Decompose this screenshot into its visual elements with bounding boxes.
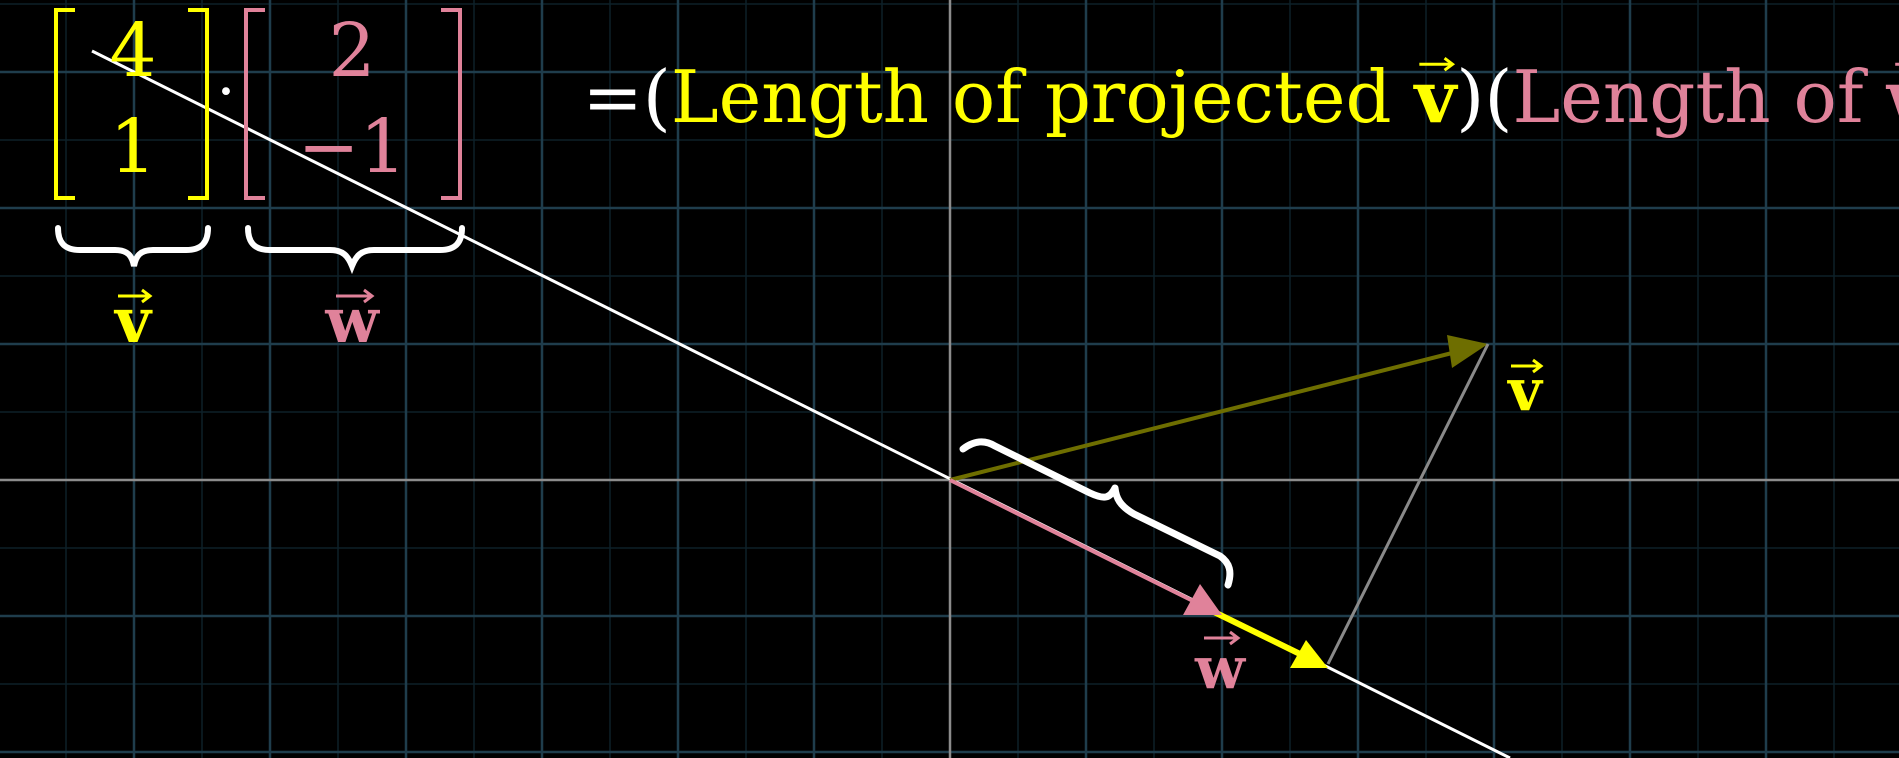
curly-brace-icon <box>959 438 1234 589</box>
curly-brace-icon <box>55 225 211 267</box>
vector-arrow-icon <box>1447 335 1488 368</box>
matrix-w: 2 −1 <box>244 8 462 200</box>
svg-text:w: w <box>1194 634 1247 702</box>
vector-w <box>949 478 1222 615</box>
matrix-w-left-bracket <box>244 8 265 200</box>
matrix-v-top: 4 <box>109 8 156 94</box>
brace-label-v: v <box>113 284 153 357</box>
dot-operator: · <box>216 57 235 127</box>
matrix-v-bottom: 1 <box>109 104 156 190</box>
vector-arrow-icon <box>1183 584 1222 615</box>
matrix-w-bottom: −1 <box>297 104 406 190</box>
plane-label-w: w <box>1194 630 1247 702</box>
matrix-v: 4 1 <box>54 8 209 200</box>
projected-v <box>1208 607 1328 668</box>
drop-perpendicular <box>1326 343 1490 665</box>
brace-label-w: w <box>324 284 380 357</box>
plane-label-v: v <box>1506 356 1544 424</box>
matrix-v-left-bracket <box>54 8 75 200</box>
vector-arrow-icon <box>1443 57 1456 72</box>
vector-v <box>949 335 1488 482</box>
rhs-vector-arrows <box>1419 57 1899 72</box>
matrix-v-right-bracket <box>188 8 209 200</box>
vector-arrow-icon <box>1290 640 1328 668</box>
matrix-w-top: 2 <box>328 8 375 94</box>
curly-brace-icon <box>245 225 465 275</box>
equation-rhs: =(Length of projected v)(Length of w) <box>468 54 1899 139</box>
matrix-w-right-bracket <box>441 8 462 200</box>
